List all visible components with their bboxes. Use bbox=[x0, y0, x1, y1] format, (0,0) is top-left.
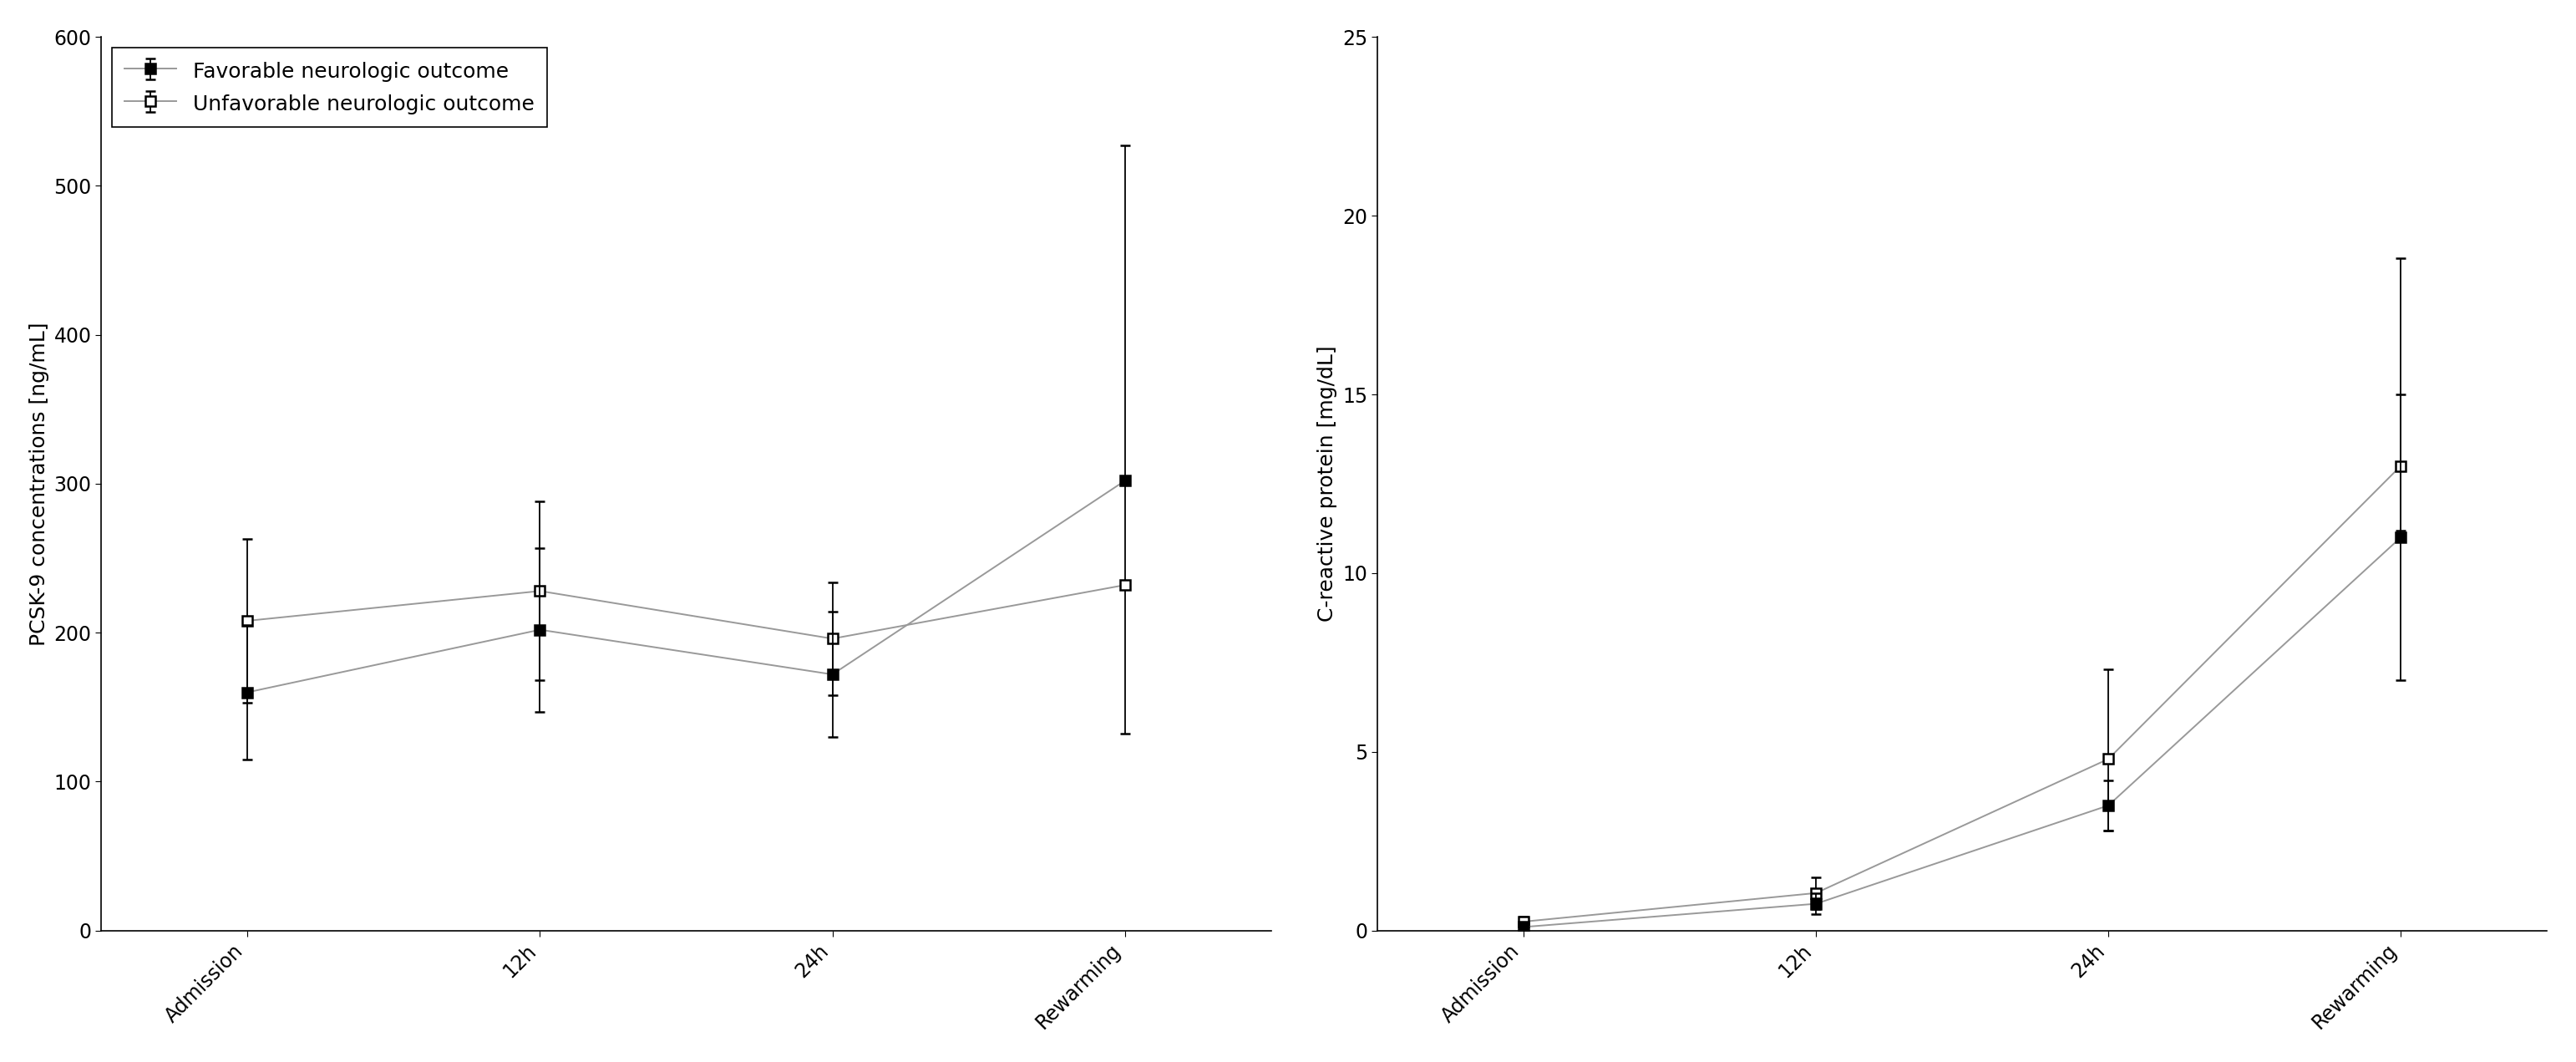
Y-axis label: C-reactive protein [mg/dL]: C-reactive protein [mg/dL] bbox=[1316, 345, 1337, 622]
Y-axis label: PCSK-9 concentrations [ng/mL]: PCSK-9 concentrations [ng/mL] bbox=[28, 322, 49, 646]
Legend: Favorable neurologic outcome, Unfavorable neurologic outcome: Favorable neurologic outcome, Unfavorabl… bbox=[111, 48, 546, 126]
